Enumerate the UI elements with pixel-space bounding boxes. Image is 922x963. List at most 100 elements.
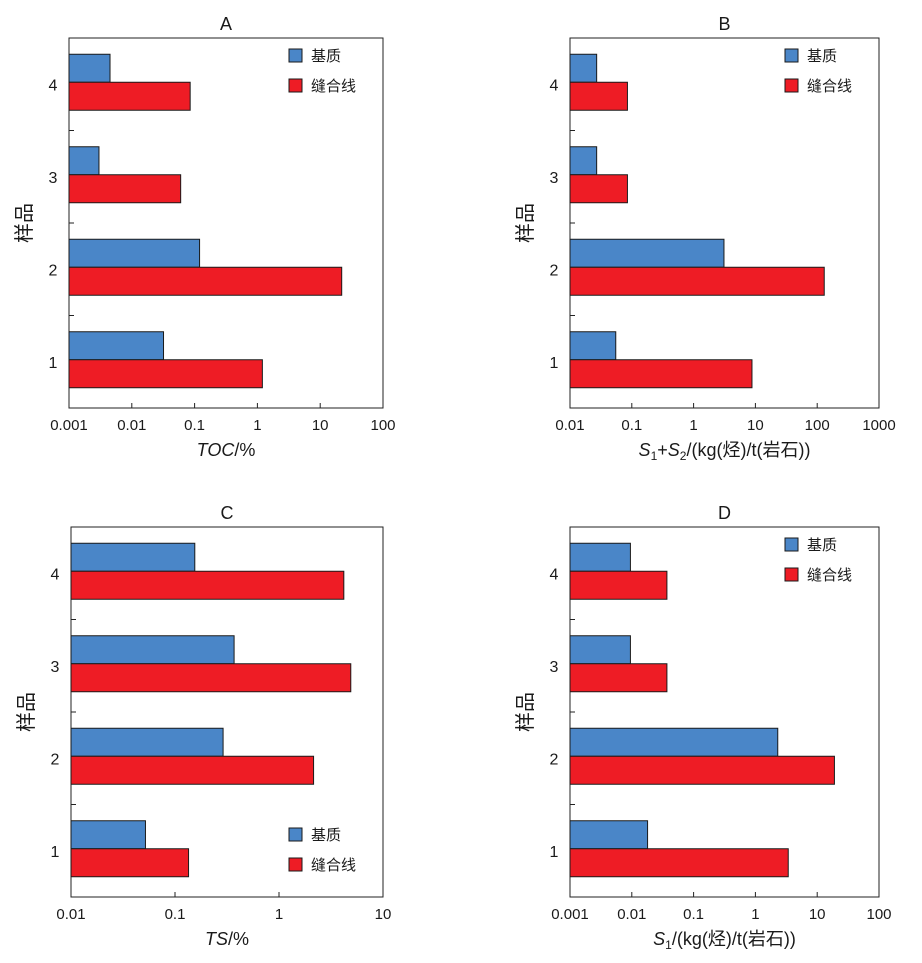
chart-d-ytick-label: 3 — [550, 659, 559, 676]
chart-c-ytick-label: 1 — [51, 844, 60, 861]
chart-b-xlabel-part: 2 — [680, 449, 687, 463]
chart-d-legend-label: 缝合线 — [807, 567, 852, 584]
chart-d-xtick-label: 0.1 — [683, 906, 704, 923]
chart-b-xlabel-part: + — [657, 440, 668, 460]
chart-a-bar-suture — [68, 266, 343, 296]
chart-d-xtick-label: 100 — [866, 906, 891, 923]
chart-d-xtick-label: 0.01 — [617, 906, 646, 923]
chart-a-bar-matrix — [68, 53, 111, 83]
chart-c-bar-suture — [70, 848, 190, 878]
chart-a-xlabel: TOC/% — [197, 440, 256, 460]
chart-a-xtick-label: 0.1 — [184, 417, 205, 434]
chart-d-xtick-label: 1 — [751, 906, 759, 923]
chart-a-bar-suture — [68, 81, 191, 111]
chart-b-ylabel: 样品 — [514, 203, 537, 243]
chart-c-ytick-label: 4 — [51, 566, 60, 583]
chart-a-legend-label: 基质 — [311, 48, 341, 65]
chart-d-xlabel-part: /(kg(烃)/t(岩石)) — [672, 929, 796, 949]
chart-d-legend-label: 基质 — [807, 537, 837, 554]
chart-d-ytick-label: 2 — [550, 751, 559, 768]
chart-d-bar-suture — [569, 755, 835, 785]
chart-b-xtick-label: 0.1 — [621, 417, 642, 434]
chart-a-bar-matrix — [68, 238, 201, 268]
chart-b-legend-label: 基质 — [807, 48, 837, 65]
chart-b-xlabel-part: S — [668, 440, 680, 460]
chart-b-xtick-label: 10 — [747, 417, 764, 434]
chart-b-bar-matrix — [569, 146, 598, 176]
chart-b-xtick-label: 100 — [805, 417, 830, 434]
chart-b-bar-matrix — [569, 331, 617, 361]
chart-d-title: D — [718, 503, 731, 523]
chart-b-title: B — [718, 14, 730, 34]
chart-d-bar-matrix — [569, 727, 779, 757]
chart-d: D0.001 0.01 0.1 1 10 100S1/(kg(烃)/t(岩石))样品123… — [514, 503, 892, 952]
chart-b-xtick-label: 1000 — [862, 417, 895, 434]
chart-c-legend-label: 缝合线 — [311, 857, 356, 874]
chart-d-legend-swatch — [784, 567, 799, 582]
chart-a-xtick-label: 0.01 — [117, 417, 146, 434]
chart-b-xtick-label: 1 — [689, 417, 697, 434]
chart-a-bar-matrix — [68, 146, 100, 176]
chart-b-legend-label: 缝合线 — [807, 78, 852, 95]
chart-b-ytick-label: 4 — [550, 77, 559, 94]
chart-b-xlabel-part: S — [639, 440, 651, 460]
chart-b-legend-swatch — [784, 78, 799, 93]
chart-c-xtick-label: 1 — [275, 906, 283, 923]
chart-a-xtick-label: 0.001 — [50, 417, 88, 434]
chart-a-xtick-label: 100 — [370, 417, 395, 434]
chart-c-title: C — [221, 503, 234, 523]
chart-c-legend-swatch — [288, 857, 303, 872]
chart-b-ytick-label: 1 — [550, 355, 559, 372]
chart-c-xlabel-part: TS — [205, 929, 228, 949]
chart-b-bar-suture — [569, 81, 628, 111]
chart-c-xlabel: TS/% — [205, 929, 249, 949]
chart-d-bar-matrix — [569, 820, 649, 850]
chart-a-ytick-label: 2 — [49, 262, 58, 279]
chart-a-xtick-label: 10 — [312, 417, 329, 434]
chart-c-bar-matrix — [70, 635, 235, 665]
chart-c-xtick-label: 0.1 — [165, 906, 186, 923]
chart-c-ytick-label: 3 — [51, 659, 60, 676]
chart-b-bar-matrix — [569, 238, 725, 268]
chart-b-ytick-label: 3 — [550, 170, 559, 187]
chart-a-xlabel-part: /% — [234, 440, 255, 460]
chart-a-legend-swatch — [288, 48, 303, 63]
chart-d-bar-suture — [569, 663, 668, 693]
chart-a-bar-matrix — [68, 331, 165, 361]
chart-a-xtick-label: 1 — [253, 417, 261, 434]
chart-a-title: A — [220, 14, 232, 34]
chart-d-xlabel-part: S — [653, 929, 665, 949]
chart-a-legend-label: 缝合线 — [311, 78, 356, 95]
chart-a-bar-suture — [68, 174, 182, 204]
chart-d-bar-matrix — [569, 542, 631, 572]
chart-a-ylabel: 样品 — [13, 203, 36, 243]
chart-d-ytick-label: 4 — [550, 566, 559, 583]
chart-b-bar-suture — [569, 359, 753, 389]
chart-c-bar-suture — [70, 570, 345, 600]
chart-b-ytick-label: 2 — [550, 262, 559, 279]
chart-c-bar-suture — [70, 663, 352, 693]
chart-b-xlabel-part: 1 — [651, 449, 658, 463]
chart-d-xtick-label: 0.001 — [551, 906, 589, 923]
chart-c-xlabel-part: /% — [228, 929, 249, 949]
chart-c-bar-matrix — [70, 542, 196, 572]
chart-d-ylabel: 样品 — [514, 692, 537, 732]
chart-c-ylabel: 样品 — [15, 692, 38, 732]
chart-d-bar-suture — [569, 848, 789, 878]
chart-d-xlabel: S1/(kg(烃)/t(岩石)) — [653, 929, 796, 952]
chart-b-bar-suture — [569, 174, 628, 204]
chart-a-bar-suture — [68, 359, 263, 389]
chart-c-xtick-label: 10 — [375, 906, 392, 923]
chart-d-bar-suture — [569, 570, 668, 600]
chart-b-xlabel-part: /(kg(烃)/t(岩石)) — [686, 440, 810, 460]
chart-b-bar-suture — [569, 266, 825, 296]
chart-d-ytick-label: 1 — [550, 844, 559, 861]
chart-b-xtick-label: 0.01 — [555, 417, 584, 434]
chart-b-bar-matrix — [569, 53, 598, 83]
chart-c-bar-matrix — [70, 727, 224, 757]
chart-a-legend-swatch — [288, 78, 303, 93]
chart-b: B0.01 0.1 1 10 100 1000S1+S2/(kg(烃)/t(岩石))样品1… — [514, 14, 896, 463]
